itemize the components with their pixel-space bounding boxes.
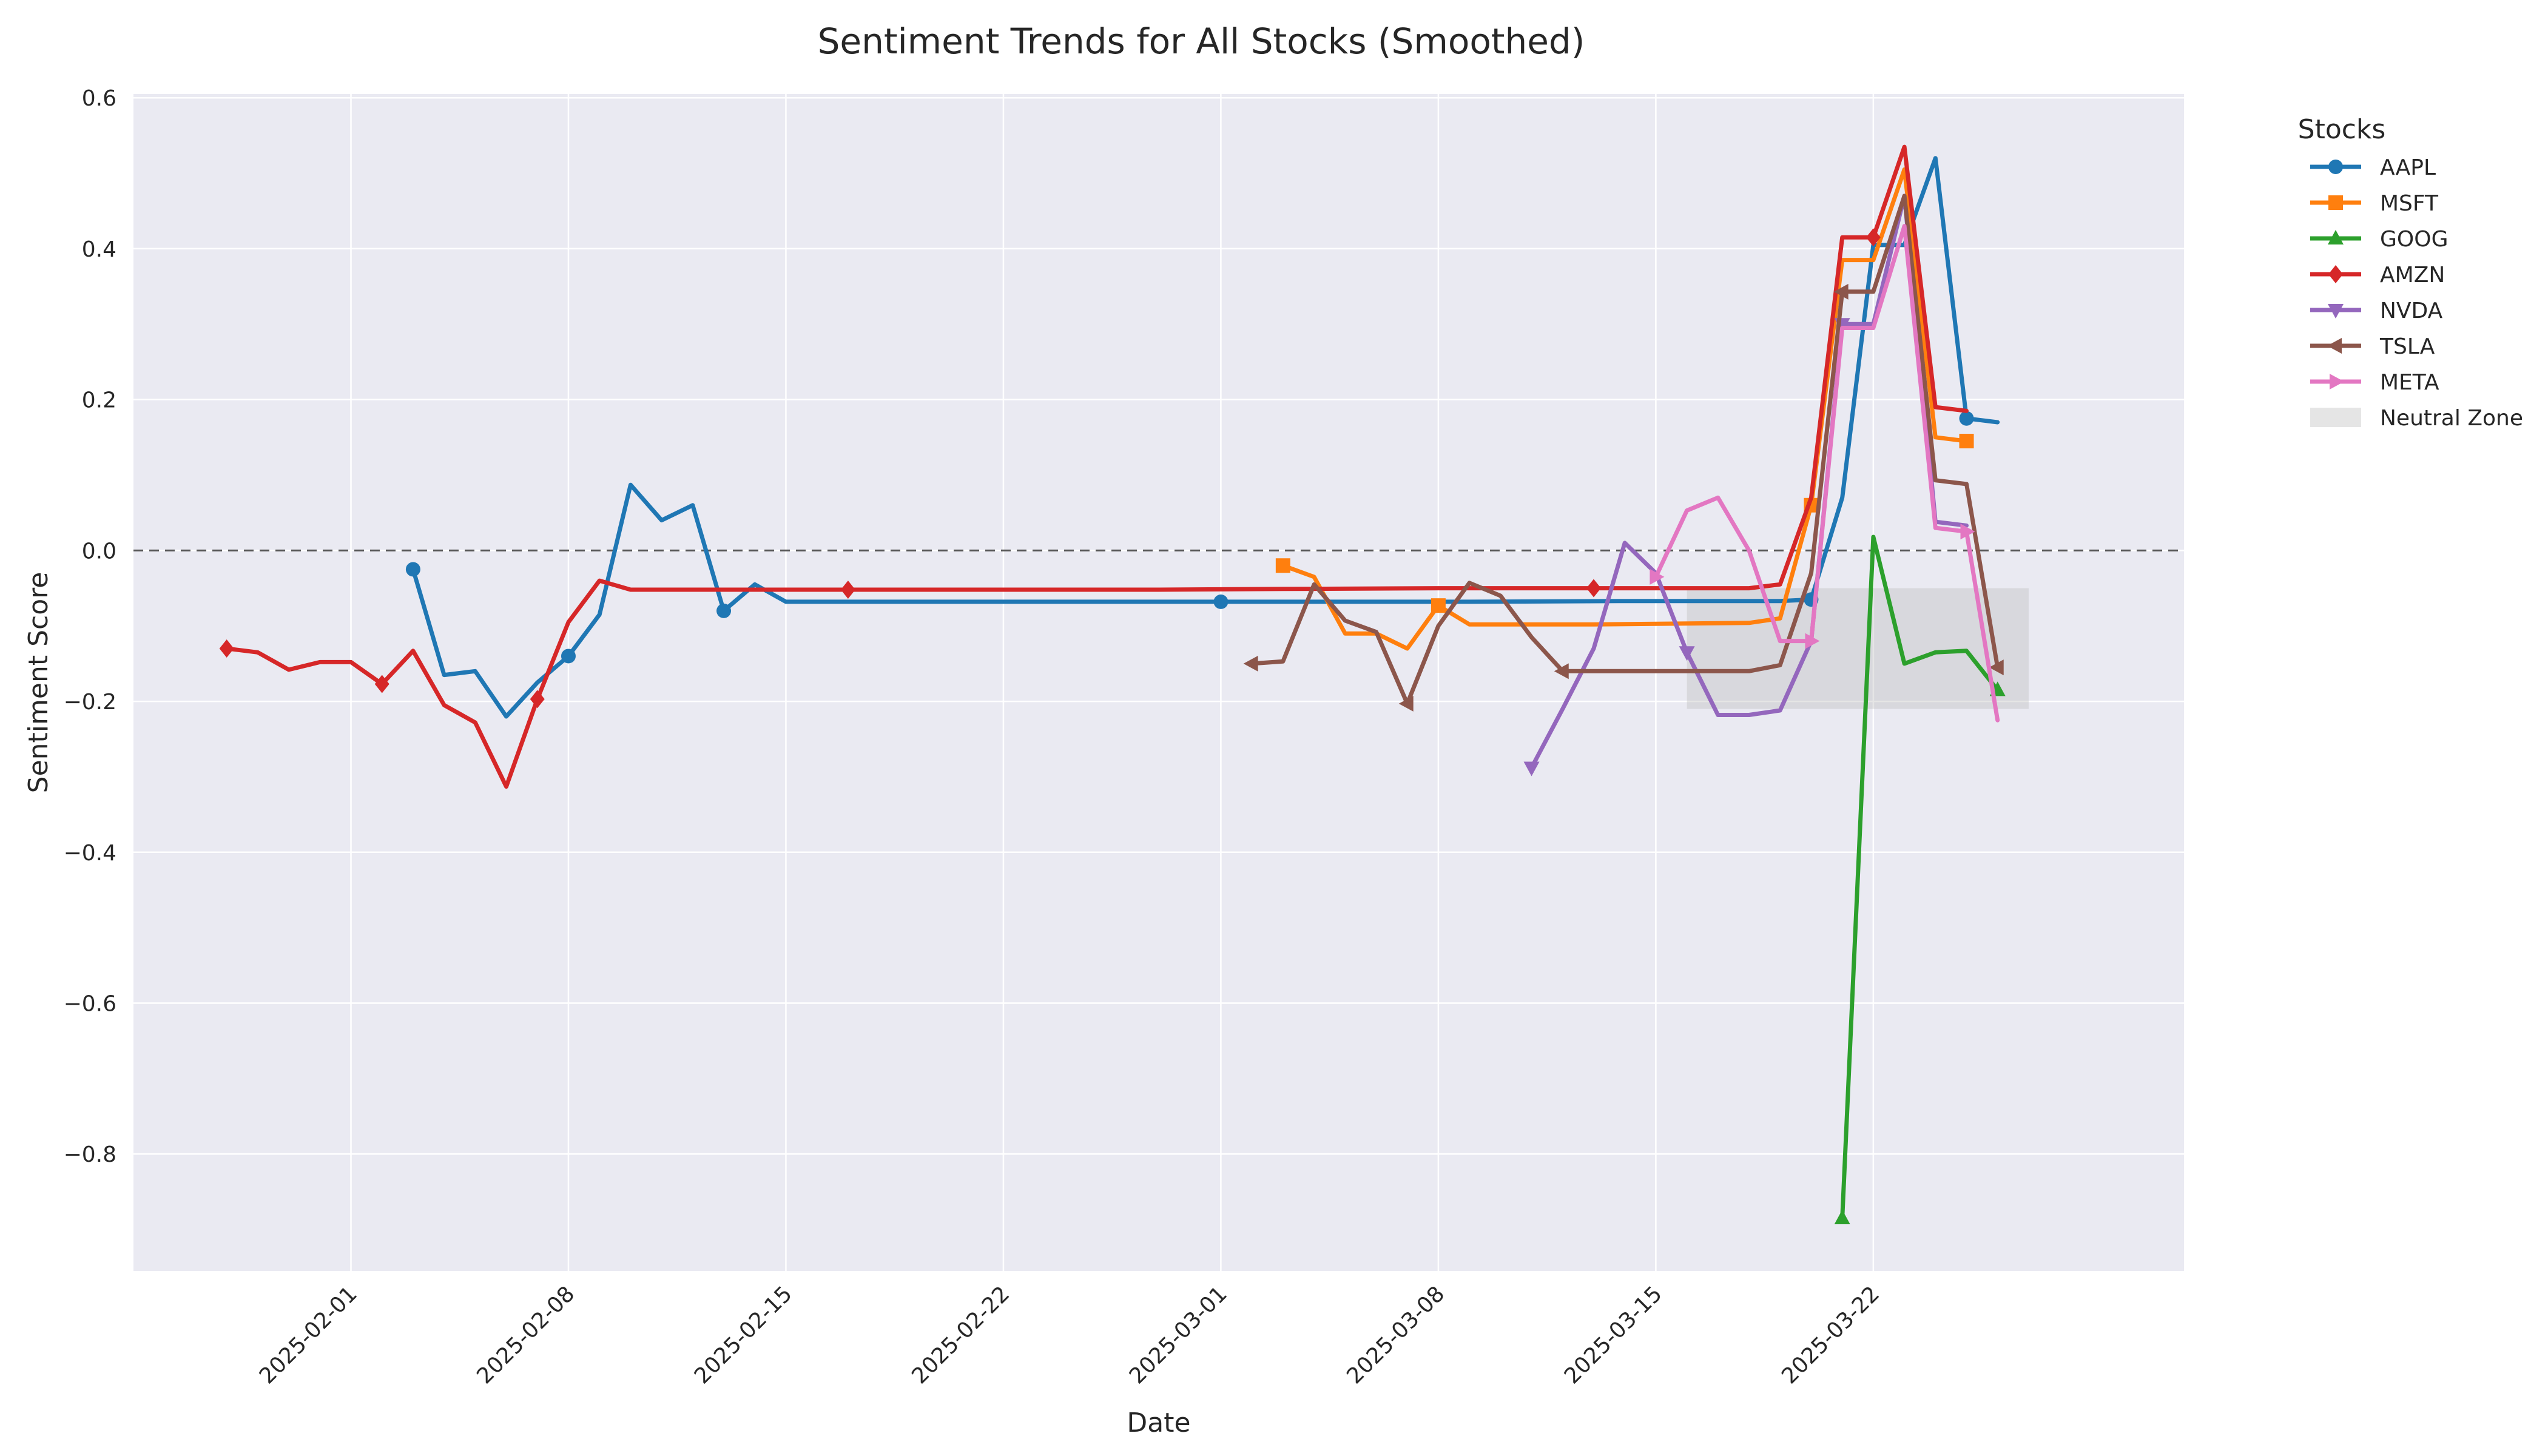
data-point-nvda bbox=[1679, 646, 1695, 661]
data-point-msft bbox=[1431, 598, 1446, 613]
neutral-zone bbox=[1687, 588, 2029, 709]
legend-label-neutral-zone: Neutral Zone bbox=[2380, 406, 2523, 431]
series-line-meta bbox=[1653, 224, 2000, 723]
y-tick-label: −0.8 bbox=[64, 1142, 116, 1167]
neutral-zone-layer bbox=[1687, 588, 2029, 709]
series-line-msft bbox=[1281, 167, 1969, 651]
legend-item-amzn: AMZN bbox=[2310, 263, 2445, 288]
x-tick-label: 2025-03-15 bbox=[1560, 1281, 1667, 1389]
legend-label-tsla: TSLA bbox=[2379, 334, 2435, 359]
legend-marker-amzn bbox=[2328, 265, 2343, 283]
x-tick-label: 2025-02-01 bbox=[255, 1281, 362, 1389]
y-tick-label: 0.0 bbox=[82, 539, 116, 564]
legend-item-aapl: AAPL bbox=[2310, 155, 2436, 180]
legend-swatch-neutral-zone bbox=[2310, 408, 2361, 427]
series-line-amzn bbox=[224, 144, 1969, 789]
legend-marker-meta bbox=[2330, 374, 2344, 389]
y-tick-label: −0.6 bbox=[64, 992, 116, 1017]
series-tsla bbox=[1243, 194, 2004, 712]
data-point-goog bbox=[1834, 1209, 1850, 1224]
data-point-tsla bbox=[1833, 283, 1849, 300]
data-point-amzn bbox=[1586, 579, 1601, 598]
legend-marker-nvda bbox=[2328, 304, 2344, 318]
legend-label-goog: GOOG bbox=[2380, 227, 2448, 252]
legend-label-aapl: AAPL bbox=[2380, 155, 2436, 180]
legend-marker-msft bbox=[2328, 195, 2343, 210]
series-amzn bbox=[219, 144, 1969, 789]
data-point-amzn bbox=[219, 639, 234, 658]
data-point-tsla bbox=[1989, 659, 2004, 676]
series-layer bbox=[219, 144, 2006, 1224]
y-tick-label: −0.4 bbox=[64, 841, 116, 866]
x-tick-label: 2025-03-22 bbox=[1777, 1281, 1884, 1389]
legend-title: Stocks bbox=[2298, 114, 2386, 145]
data-point-amzn bbox=[374, 675, 389, 693]
legend-item-neutral-zone: Neutral Zone bbox=[2310, 406, 2523, 431]
legend-item-goog: GOOG bbox=[2310, 227, 2448, 252]
y-tick-label: 0.4 bbox=[82, 237, 116, 262]
data-point-tsla bbox=[1554, 663, 1569, 679]
data-point-msft bbox=[1959, 434, 1974, 449]
series-line-goog bbox=[1840, 534, 2000, 1221]
x-tick-label: 2025-02-08 bbox=[472, 1281, 579, 1389]
legend-marker-goog bbox=[2328, 230, 2344, 244]
grid-lines bbox=[133, 94, 2184, 1271]
legend-marker-aapl bbox=[2328, 160, 2343, 174]
data-point-aapl bbox=[1959, 411, 1974, 426]
data-point-tsla bbox=[1243, 655, 1258, 672]
legend: Stocks AAPL MSFT GOOG AMZN NVDA TSLA META Neutr… bbox=[2298, 114, 2523, 431]
series-meta bbox=[1650, 224, 2000, 723]
legend-label-msft: MSFT bbox=[2380, 191, 2439, 216]
legend-label-meta: META bbox=[2380, 370, 2439, 395]
x-tick-label: 2025-03-08 bbox=[1342, 1281, 1449, 1389]
x-tick-label: 2025-02-22 bbox=[907, 1281, 1014, 1389]
data-point-nvda bbox=[1523, 761, 1540, 777]
legend-label-nvda: NVDA bbox=[2380, 298, 2443, 323]
y-tick-label: −0.2 bbox=[64, 690, 116, 715]
data-point-msft bbox=[1275, 558, 1290, 573]
x-tick-label: 2025-03-01 bbox=[1125, 1281, 1232, 1389]
data-point-aapl bbox=[1213, 594, 1228, 609]
data-point-meta bbox=[1650, 568, 1665, 585]
legend-item-msft: MSFT bbox=[2310, 191, 2439, 216]
data-point-aapl bbox=[405, 562, 420, 577]
series-line-nvda bbox=[1529, 194, 1969, 770]
y-axis-label: Sentiment Score bbox=[23, 572, 54, 794]
y-tick-label: 0.2 bbox=[82, 388, 116, 413]
legend-label-amzn: AMZN bbox=[2380, 263, 2445, 288]
legend-items: AAPL MSFT GOOG AMZN NVDA TSLA META Neutral Zone bbox=[2310, 155, 2523, 431]
legend-item-nvda: NVDA bbox=[2310, 298, 2443, 323]
data-point-amzn bbox=[840, 581, 855, 599]
x-tick-labels: 2025-02-01 2025-02-08 2025-02-15 2025-02-22… bbox=[255, 1281, 1884, 1389]
data-point-tsla bbox=[1398, 695, 1414, 712]
y-tick-labels: 0.6 0.4 0.2 0.0 −0.2 −0.4 −0.6 −0.8 bbox=[64, 86, 116, 1167]
legend-item-meta: META bbox=[2310, 370, 2439, 395]
x-tick-label: 2025-02-15 bbox=[690, 1281, 797, 1389]
data-point-aapl bbox=[561, 649, 576, 664]
y-tick-label: 0.6 bbox=[82, 86, 116, 111]
legend-item-tsla: TSLA bbox=[2310, 334, 2435, 359]
x-axis-label: Date bbox=[1127, 1407, 1190, 1438]
chart-title: Sentiment Trends for All Stocks (Smoothe… bbox=[818, 21, 1585, 62]
data-point-amzn bbox=[1866, 228, 1881, 247]
data-point-aapl bbox=[716, 603, 732, 618]
data-point-amzn bbox=[530, 690, 545, 709]
legend-marker-tsla bbox=[2327, 338, 2342, 354]
data-point-meta bbox=[1960, 524, 1975, 540]
data-point-meta bbox=[1805, 633, 1820, 649]
